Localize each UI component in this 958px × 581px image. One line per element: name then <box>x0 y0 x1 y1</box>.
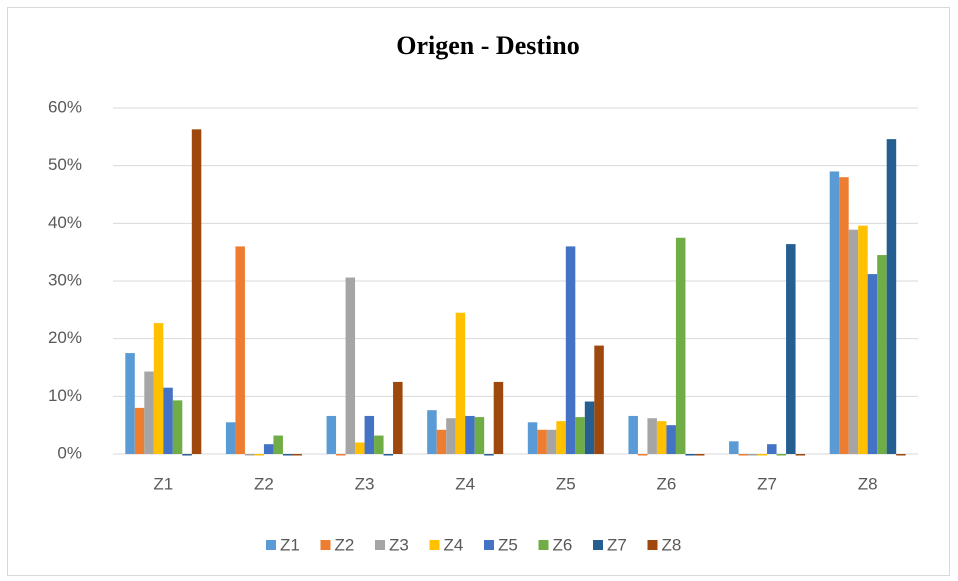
y-tick-label: 0% <box>57 443 82 462</box>
bar <box>839 177 849 454</box>
x-tick-label: Z7 <box>757 474 777 493</box>
bar <box>666 425 676 454</box>
bar <box>273 435 283 454</box>
y-tick-label: 60% <box>48 97 82 116</box>
bar <box>172 400 183 454</box>
bar <box>748 454 758 456</box>
legend-label: Z4 <box>444 535 464 554</box>
legend-swatch <box>647 540 658 550</box>
y-tick-label: 30% <box>48 270 82 289</box>
bar <box>738 454 749 456</box>
bar <box>345 277 356 454</box>
bar <box>446 418 456 454</box>
legend-label: Z7 <box>607 535 627 554</box>
legend-label: Z3 <box>389 535 409 554</box>
bar <box>637 454 648 456</box>
bar <box>757 454 768 456</box>
x-tick-label: Z6 <box>657 474 677 493</box>
bar <box>628 415 638 454</box>
bar <box>565 246 576 454</box>
legend-swatch <box>538 540 549 550</box>
bar <box>729 441 739 454</box>
bar <box>282 454 293 456</box>
bar <box>896 454 906 456</box>
legend-label: Z5 <box>498 535 518 554</box>
bar <box>263 444 274 454</box>
bar <box>225 422 236 454</box>
x-tick-label: Z2 <box>254 474 274 493</box>
bar <box>144 371 154 454</box>
bar <box>153 323 164 454</box>
x-tick-label: Z1 <box>153 474 173 493</box>
bar <box>163 387 173 454</box>
bar <box>191 129 202 454</box>
legend-swatch <box>484 540 494 550</box>
bar <box>527 422 538 454</box>
bar <box>364 415 375 454</box>
legend-swatch <box>375 540 385 550</box>
bar <box>383 454 394 456</box>
bar <box>694 454 705 456</box>
bar <box>254 454 264 456</box>
bar <box>675 237 686 454</box>
legend-swatch <box>320 540 331 550</box>
bar <box>244 454 255 456</box>
bar <box>546 429 557 454</box>
y-tick-label: 50% <box>48 155 82 174</box>
bar <box>858 225 868 454</box>
bar <box>556 421 566 454</box>
bar <box>877 255 887 454</box>
bar <box>336 454 346 456</box>
bar <box>427 410 437 454</box>
bar <box>134 407 145 454</box>
bar <box>326 415 337 454</box>
chart-title: Origen - Destino <box>396 31 579 60</box>
bar <box>393 381 403 454</box>
legend-label: Z6 <box>553 535 573 554</box>
bar <box>776 454 787 456</box>
x-tick-label: Z5 <box>556 474 576 493</box>
bar <box>829 171 840 454</box>
x-tick-label: Z3 <box>355 474 375 493</box>
bar <box>474 417 485 454</box>
bar <box>886 139 897 454</box>
bar <box>647 418 657 454</box>
bar <box>292 454 302 456</box>
bar <box>465 415 475 454</box>
bar <box>795 454 806 456</box>
bar <box>455 312 466 454</box>
bar <box>848 229 859 454</box>
bar <box>575 417 585 454</box>
bar <box>182 454 192 456</box>
y-tick-label: 10% <box>48 386 82 405</box>
legend-label: Z1 <box>280 535 300 554</box>
bar <box>584 401 595 454</box>
bar <box>436 429 447 454</box>
legend-label: Z2 <box>335 535 355 554</box>
bar <box>125 353 135 454</box>
bar <box>867 274 878 454</box>
y-tick-label: 40% <box>48 213 82 232</box>
bar <box>484 454 494 456</box>
bar <box>685 454 695 456</box>
legend-swatch <box>266 540 276 550</box>
legend-label: Z8 <box>662 535 682 554</box>
bar <box>767 444 777 454</box>
bar <box>493 381 504 454</box>
bar <box>656 421 667 454</box>
bar <box>537 429 547 454</box>
legend-swatch <box>593 540 603 550</box>
legend-swatch <box>429 540 440 550</box>
bar <box>355 442 365 454</box>
y-tick-label: 20% <box>48 328 82 347</box>
chart-frame <box>7 7 950 576</box>
bar <box>786 244 796 454</box>
bar <box>235 246 245 454</box>
x-tick-label: Z8 <box>858 474 878 493</box>
bar <box>374 435 384 454</box>
bar <box>594 345 604 454</box>
x-tick-label: Z4 <box>455 474 475 493</box>
